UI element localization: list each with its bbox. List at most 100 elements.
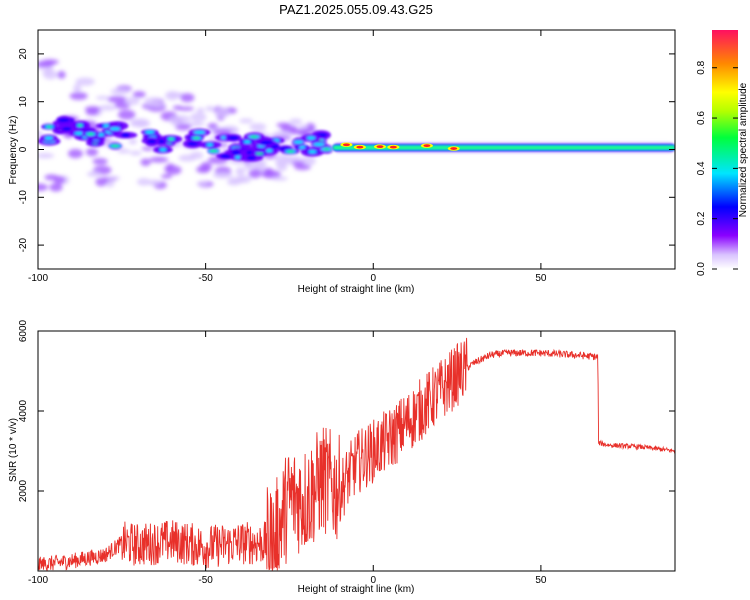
x-tick-label: 50	[535, 273, 547, 284]
spectrogram-blob	[107, 95, 127, 103]
snr-panel: -100 -50 0 50 2000 4000 6000 Height of straigh…	[8, 319, 676, 595]
spectrogram-blob	[75, 77, 95, 86]
spectrogram-blob	[117, 149, 131, 154]
spectrogram-core	[323, 148, 330, 151]
colorbar-tick-label: 0.6	[696, 111, 707, 125]
spectrogram-core	[62, 126, 72, 131]
x-tick-label: 0	[370, 273, 376, 284]
spectrogram-core	[145, 130, 155, 134]
spectrogram-blob	[124, 96, 140, 106]
spectrogram-core	[111, 144, 120, 148]
spectrogram-blob	[227, 179, 241, 186]
spectrogram-x-axis-label: Height of straight line (km)	[298, 284, 415, 295]
spectrogram-core	[231, 150, 241, 155]
spectrogram-blob	[41, 69, 54, 75]
y-tick-label: -20	[18, 237, 29, 252]
spectrogram-blob	[117, 109, 136, 120]
spectrogram-blob	[196, 107, 205, 114]
spectrogram-core	[313, 142, 325, 146]
spectrogram-heatmap	[38, 59, 675, 192]
x-tick-label: -100	[28, 575, 48, 586]
spectrogram-blob	[140, 158, 151, 166]
colorbar-label: Normalized spectral amplitude	[738, 82, 749, 217]
spectrogram-blob	[95, 95, 110, 100]
spectrogram-core	[209, 149, 218, 153]
y-tick-label: 20	[18, 48, 29, 60]
spectrogram-blob	[136, 178, 151, 186]
x-tick-label: -50	[198, 273, 213, 284]
colorbar-tick-label: 0.4	[696, 161, 707, 175]
spectrogram-blob	[285, 158, 294, 165]
spectrogram-blob	[84, 106, 101, 112]
spectrogram-blob	[261, 170, 281, 179]
spectrogram-blob	[200, 161, 212, 172]
spectrogram-blob	[271, 176, 288, 181]
spectrogram-blob	[243, 164, 253, 171]
spectrogram-core	[44, 136, 53, 140]
spectrogram-blob	[185, 122, 205, 127]
snr-series-line	[38, 337, 675, 571]
spectrogram-blob	[249, 123, 267, 131]
spectrogram-blob	[160, 174, 173, 179]
snr-frame	[37, 330, 676, 572]
colorbar-tick-label: 0.8	[696, 60, 707, 74]
snr-x-axis-label: Height of straight line (km)	[298, 584, 415, 595]
spectrogram-core	[109, 127, 121, 131]
spectrogram-core	[293, 140, 304, 144]
spectrogram-blob	[165, 90, 180, 101]
spectrogram-blob	[85, 148, 99, 157]
spectrogram-core	[246, 155, 257, 160]
x-tick-label: 0	[370, 575, 376, 586]
spectrogram-blob	[178, 154, 197, 162]
spectrogram-blob	[236, 175, 252, 184]
colorbar-tick-label: 0.0	[696, 262, 707, 276]
spectrogram-blob	[49, 183, 63, 192]
spectrogram-blob	[38, 183, 49, 192]
spectrogram-blob	[207, 122, 218, 130]
spectrogram-core	[260, 140, 273, 145]
spectrogram-core	[251, 135, 258, 138]
spectrogram-blob	[290, 160, 305, 166]
spectrogram-blob	[196, 181, 209, 186]
spectrogram-hotspot	[356, 145, 364, 149]
spectrogram-blob	[110, 88, 130, 95]
spectrogram-blob	[190, 112, 207, 122]
spectrogram-blob	[141, 146, 155, 151]
spectrogram-core	[57, 118, 70, 123]
colorbar-gradient	[712, 30, 738, 269]
spectrogram-blob	[147, 179, 161, 186]
y-tick-label: 2000	[18, 479, 29, 502]
colorbar-tick-label: 0.2	[696, 211, 707, 225]
spectrogram-blob	[95, 177, 107, 187]
spectrogram-core	[168, 137, 175, 141]
spectrogram-core	[265, 149, 273, 153]
spectrogram-blob	[289, 118, 303, 125]
spectrogram-blob	[214, 107, 230, 118]
spectrogram-blob	[172, 105, 183, 110]
spectrogram-blob	[170, 119, 181, 126]
colorbar: 0.0 0.2 0.4 0.6 0.8 Normalized spectral ampl…	[696, 30, 749, 276]
spectrogram-blob	[38, 130, 43, 138]
spectrogram-core	[287, 150, 294, 153]
y-tick-label: 6000	[18, 319, 29, 342]
spectrogram-core	[193, 130, 206, 134]
y-tick-label: 0	[18, 146, 29, 152]
spectrogram-blob	[300, 156, 316, 166]
spectrogram-core	[227, 135, 240, 140]
spectrogram-hotspot	[389, 145, 397, 149]
spectrogram-core	[121, 133, 131, 138]
spectrogram-blob	[67, 148, 83, 159]
spectrogram-core	[193, 136, 200, 140]
spectrogram-blob	[38, 60, 55, 68]
spectrogram-blob	[163, 166, 172, 171]
spectrogram-blob	[128, 138, 138, 145]
spectrogram-blob	[248, 168, 262, 179]
spectrogram-blob	[305, 122, 316, 131]
chart-title: PAZ1.2025.055.09.43.G25	[279, 2, 433, 17]
spectrogram-core	[147, 139, 157, 144]
spectrogram-blob	[175, 123, 192, 131]
spectrogram-core	[206, 143, 213, 147]
